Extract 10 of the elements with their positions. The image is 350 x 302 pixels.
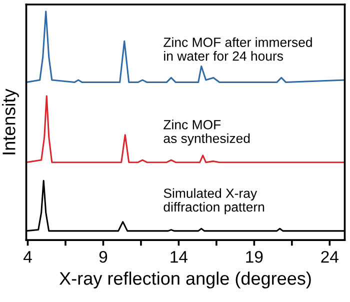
x-tick-label: 14: [170, 251, 188, 263]
y-axis-title: Intensity: [2, 88, 19, 154]
series-label: Zinc MOF after immersed in water for 24 hours: [164, 37, 312, 61]
series-label: Zinc MOF as synthesized: [164, 120, 250, 146]
x-tick-label: 19: [246, 250, 263, 263]
series-label: Simulated X-ray diffraction pattern: [164, 188, 264, 214]
x-tick-label: 24: [321, 250, 338, 263]
x-axis-title: X-ray reflection angle (degrees): [59, 272, 311, 288]
x-tick-label: 9: [99, 250, 108, 263]
x-tick-label: 4: [24, 251, 32, 263]
